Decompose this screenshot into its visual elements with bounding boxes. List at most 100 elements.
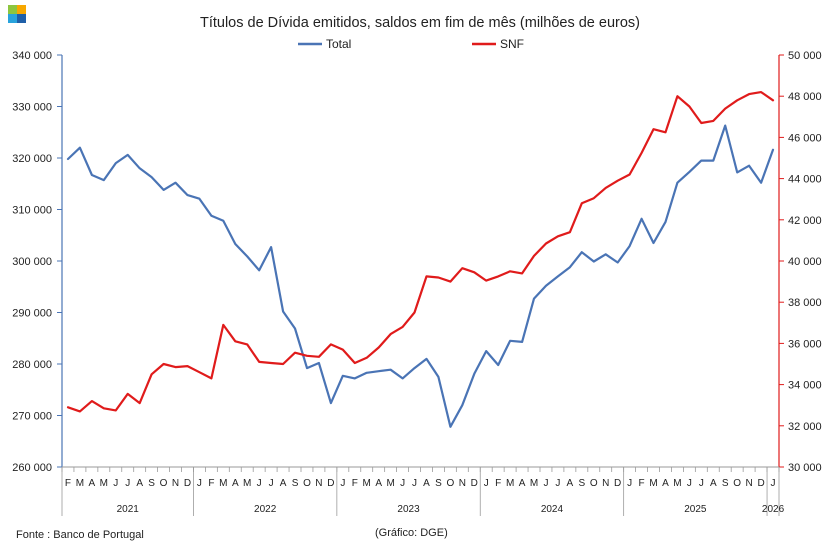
x-month-label: N — [172, 478, 179, 489]
left-tick-label: 300 000 — [12, 256, 52, 268]
left-tick-label: 270 000 — [12, 411, 52, 423]
x-month-label: S — [435, 478, 442, 489]
logo-square-1 — [8, 5, 17, 14]
right-tick-label: 36 000 — [788, 338, 822, 350]
x-month-label: S — [292, 478, 299, 489]
source-note: Fonte : Banco de Portugal — [16, 529, 144, 541]
right-tick-label: 34 000 — [788, 380, 822, 392]
left-tick-label: 310 000 — [12, 205, 52, 217]
right-tick-label: 46 000 — [788, 132, 822, 144]
x-month-label: O — [446, 478, 454, 489]
x-month-label: N — [315, 478, 322, 489]
x-month-label: J — [484, 478, 489, 489]
x-month-label: J — [555, 478, 560, 489]
x-month-label: S — [578, 478, 585, 489]
x-month-label: D — [757, 478, 764, 489]
left-tick-label: 330 000 — [12, 102, 52, 114]
x-month-label: A — [232, 478, 239, 489]
x-month-label: A — [280, 478, 287, 489]
left-tick-label: 280 000 — [12, 359, 52, 371]
series-line-snf — [66, 90, 775, 413]
chart-title: Títulos de Dívida emitidos, saldos em fi… — [200, 15, 640, 31]
x-month-label: M — [100, 478, 108, 489]
x-month-label: M — [243, 478, 251, 489]
x-month-label: S — [722, 478, 729, 489]
x-month-label: J — [699, 478, 704, 489]
x-month-label: J — [125, 478, 130, 489]
x-month-label: N — [459, 478, 466, 489]
x-month-label: J — [771, 478, 776, 489]
x-month-label: N — [602, 478, 609, 489]
series-line-total — [66, 124, 775, 428]
left-tick-label: 290 000 — [12, 308, 52, 320]
series-lines — [66, 90, 775, 428]
left-tick-label: 260 000 — [12, 462, 52, 474]
x-month-label: M — [219, 478, 227, 489]
x-month-label: N — [746, 478, 753, 489]
x-year-label: 2026 — [762, 504, 785, 515]
x-month-label: A — [136, 478, 143, 489]
x-month-label: F — [208, 478, 214, 489]
x-month-label: M — [506, 478, 514, 489]
x-year-label: 2022 — [254, 504, 277, 515]
x-month-label: D — [614, 478, 621, 489]
x-month-label: A — [423, 478, 430, 489]
left-tick-label: 320 000 — [12, 153, 52, 165]
x-month-label: D — [327, 478, 334, 489]
x-month-label: J — [687, 478, 692, 489]
right-tick-label: 48 000 — [788, 91, 822, 103]
x-month-label: S — [148, 478, 155, 489]
x-month-label: J — [269, 478, 274, 489]
left-axis-ticks: 260 000 270 000 280 000 290 000 300 000 310 0… — [12, 50, 62, 474]
x-month-label: D — [471, 478, 478, 489]
x-month-label: A — [89, 478, 96, 489]
x-month-label: J — [543, 478, 548, 489]
x-month-label: M — [76, 478, 84, 489]
x-year-label: 2024 — [541, 504, 564, 515]
x-year-label: 2021 — [117, 504, 140, 515]
x-month-label: M — [649, 478, 657, 489]
right-tick-label: 42 000 — [788, 215, 822, 227]
x-month-label: F — [65, 478, 71, 489]
x-month-label: J — [113, 478, 118, 489]
x-month-label: J — [340, 478, 345, 489]
x-month-label: A — [662, 478, 669, 489]
right-tick-label: 40 000 — [788, 256, 822, 268]
right-tick-label: 50 000 — [788, 50, 822, 62]
x-month-label: A — [519, 478, 526, 489]
x-month-label: J — [400, 478, 405, 489]
x-month-label: M — [673, 478, 681, 489]
logo-square-2 — [17, 5, 26, 14]
x-month-label: M — [530, 478, 538, 489]
x-month-label: F — [495, 478, 501, 489]
x-month-label: J — [412, 478, 417, 489]
x-month-label: O — [303, 478, 311, 489]
x-month-label: J — [197, 478, 202, 489]
right-tick-label: 38 000 — [788, 297, 822, 309]
x-month-label: A — [567, 478, 574, 489]
x-month-label: M — [386, 478, 394, 489]
x-year-label: 2025 — [684, 504, 707, 515]
legend-total-label: Total — [326, 37, 351, 51]
x-month-label: J — [627, 478, 632, 489]
x-month-label: A — [710, 478, 717, 489]
x-month-label: F — [639, 478, 645, 489]
x-year-label: 2023 — [397, 504, 420, 515]
x-month-label: O — [160, 478, 168, 489]
right-tick-label: 44 000 — [788, 174, 822, 186]
graph-credit: (Gráfico: DGE) — [375, 527, 448, 539]
legend: Total SNF — [298, 37, 524, 51]
right-tick-label: 30 000 — [788, 462, 822, 474]
x-month-label: D — [184, 478, 191, 489]
x-month-label: M — [363, 478, 371, 489]
right-axis-ticks: 30 000 32 000 34 000 36 000 38 000 40 000 42 0… — [779, 50, 822, 474]
logo-square-3 — [8, 14, 17, 23]
x-month-label: A — [375, 478, 382, 489]
x-month-label: O — [590, 478, 598, 489]
legend-snf-label: SNF — [500, 37, 524, 51]
x-month-label: J — [257, 478, 262, 489]
right-tick-label: 32 000 — [788, 421, 822, 433]
logo-square-4 — [17, 14, 26, 23]
